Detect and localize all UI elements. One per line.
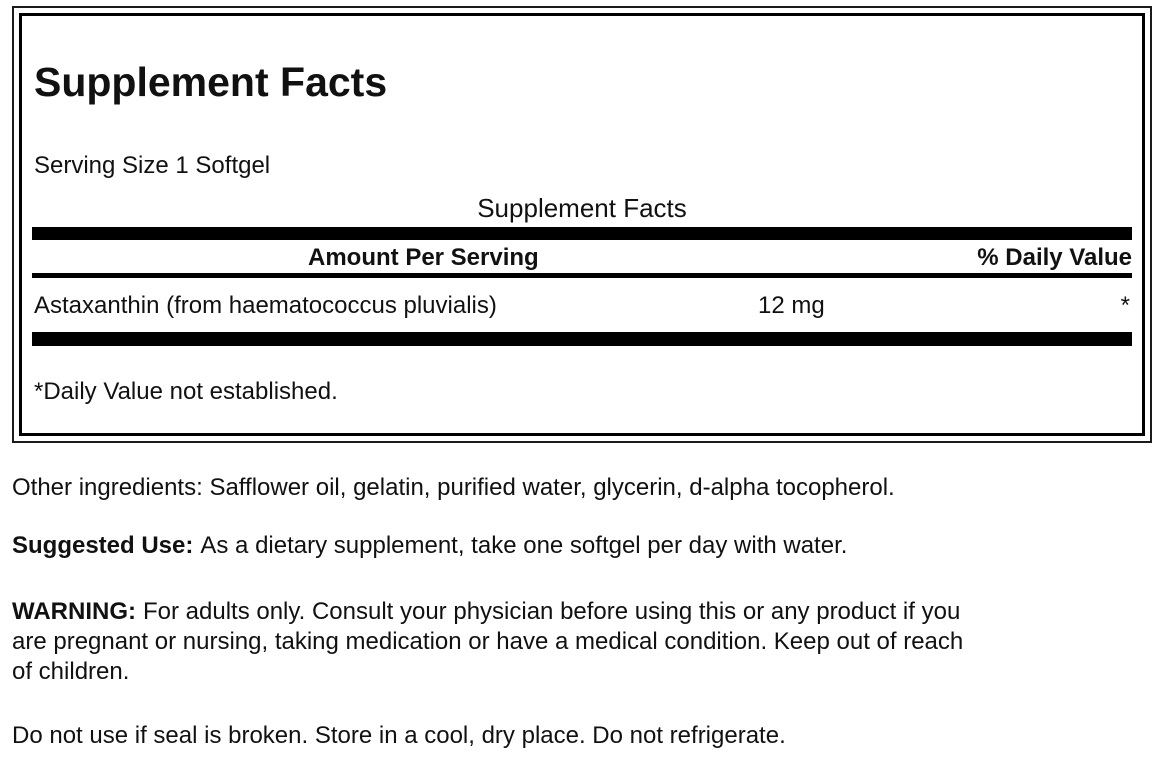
supplement-facts-panel-inner: Supplement Facts Serving Size 1 Softgel … bbox=[19, 13, 1145, 436]
warning: WARNING: For adults only. Consult your ph… bbox=[12, 597, 1152, 687]
suggested-use-text: As a dietary supplement, take one softge… bbox=[200, 532, 848, 559]
storage-instructions: Do not use if seal is broken. Store in a… bbox=[12, 722, 786, 749]
divider-bar-thin bbox=[32, 273, 1132, 278]
warning-label: WARNING: bbox=[12, 598, 136, 625]
suggested-use-label: Suggested Use: bbox=[12, 532, 194, 559]
divider-bar-thick bbox=[32, 227, 1132, 240]
column-header-daily-value: % Daily Value bbox=[977, 244, 1132, 271]
nutrient-amount: 12 mg bbox=[758, 292, 825, 319]
supplement-facts-panel: Supplement Facts Serving Size 1 Softgel … bbox=[12, 6, 1152, 443]
divider-bar-thick bbox=[32, 332, 1132, 346]
other-ingredients: Other ingredients: Safflower oil, gelati… bbox=[12, 474, 895, 501]
suggested-use: Suggested Use: As a dietary supplement, t… bbox=[12, 531, 1152, 561]
table-title: Supplement Facts bbox=[477, 193, 687, 223]
table-row: Astaxanthin (from haematococcus pluviali… bbox=[32, 292, 1132, 320]
nutrient-name: Astaxanthin (from haematococcus pluviali… bbox=[34, 292, 497, 319]
serving-size: Serving Size 1 Softgel bbox=[34, 152, 271, 179]
panel-title: Supplement Facts bbox=[34, 59, 388, 105]
warning-text: For adults only. Consult your physician … bbox=[12, 598, 964, 685]
nutrient-daily-value: * bbox=[1120, 292, 1130, 319]
label-text-sections: Other ingredients: Safflower oil, gelati… bbox=[0, 473, 1164, 751]
table-header-row: Amount Per Serving % Daily Value bbox=[32, 244, 1132, 272]
supplement-label-page: Supplement Facts Serving Size 1 Softgel … bbox=[0, 6, 1164, 762]
column-header-amount-per-serving: Amount Per Serving bbox=[308, 244, 539, 271]
daily-value-footnote: *Daily Value not established. bbox=[34, 378, 338, 405]
